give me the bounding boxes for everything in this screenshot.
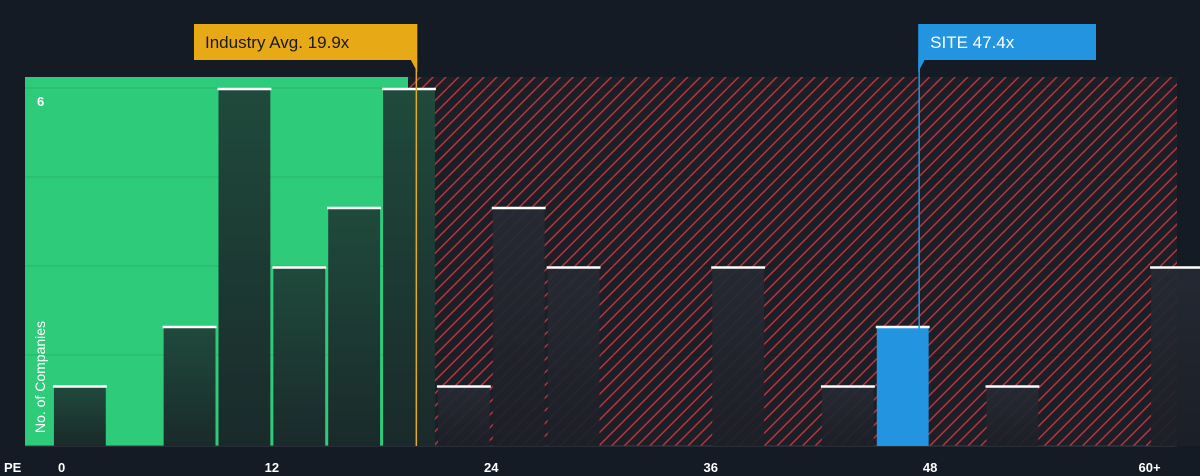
- x-tick-label: 24: [484, 460, 499, 475]
- industry-avg-callout: Industry Avg. 19.9x: [194, 24, 418, 72]
- y-tick-labels: 6: [37, 94, 44, 109]
- x-tick-label: 12: [265, 460, 279, 475]
- histogram-bar: [273, 267, 326, 446]
- histogram-bar: [1151, 267, 1200, 446]
- x-tick-label: 60+: [1139, 460, 1161, 475]
- histogram-bar: [986, 386, 1039, 446]
- histogram-bar: [876, 327, 929, 446]
- x-axis-label: PE: [4, 460, 22, 475]
- histogram-bar: [492, 208, 545, 446]
- markers: [415, 58, 920, 446]
- grid-lines: [25, 87, 1177, 447]
- x-tick-label: 36: [703, 460, 717, 475]
- histogram-bar: [53, 386, 106, 446]
- histogram-bar: [437, 386, 490, 446]
- bars: [52, 87, 1200, 446]
- y-tick-label: 6: [37, 94, 44, 109]
- company-box: [918, 24, 1096, 60]
- histogram-bar: [712, 267, 765, 446]
- x-tick-label: 0: [58, 460, 65, 475]
- company-callout: SITE 47.4x: [918, 24, 1096, 72]
- histogram-bar: [163, 327, 216, 446]
- histogram-bar: [328, 208, 381, 446]
- industry-avg-label: Industry Avg. 19.9x: [205, 33, 350, 52]
- histogram-bar: [218, 89, 271, 446]
- y-axis-label: No. of Companies: [32, 321, 48, 433]
- histogram-bar: [383, 89, 435, 446]
- histogram-bar: [821, 386, 874, 446]
- company-label: SITE 47.4x: [930, 33, 1015, 52]
- company-pointer: [918, 59, 926, 72]
- histogram-bar: [547, 267, 600, 446]
- x-tick-labels: 0 12 24 36 48 60+: [58, 460, 1161, 475]
- industry-avg-pointer: [410, 59, 418, 72]
- x-tick-label: 48: [923, 460, 937, 475]
- industry-avg-box: [194, 24, 418, 60]
